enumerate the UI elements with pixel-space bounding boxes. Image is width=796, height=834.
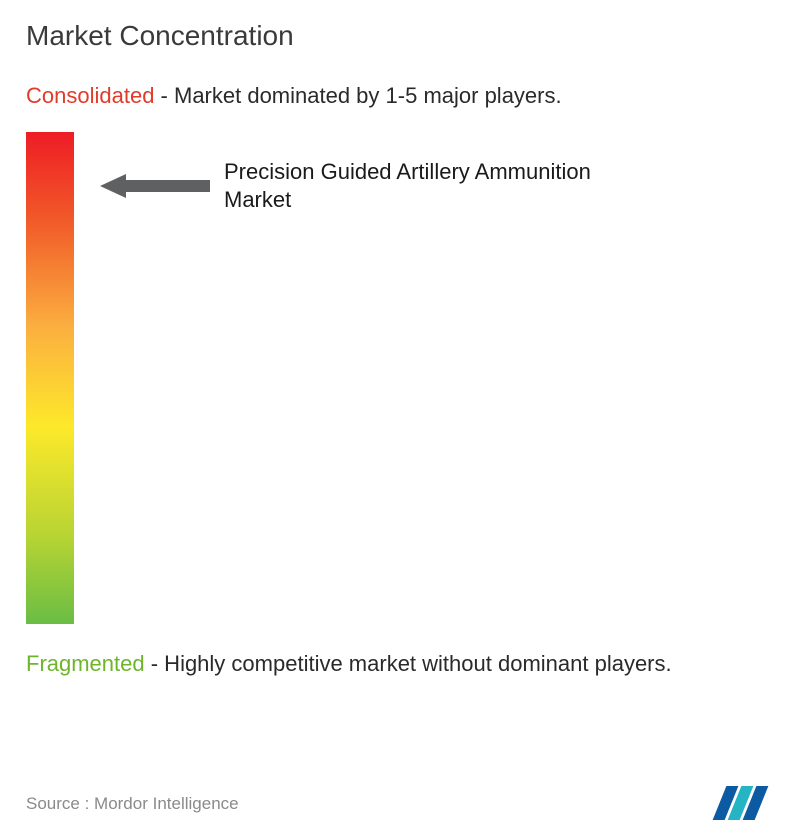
concentration-gradient-bar — [26, 132, 74, 624]
market-name-label: Precision Guided Artillery Ammunition Ma… — [224, 158, 644, 213]
market-pointer: Precision Guided Artillery Ammunition Ma… — [100, 158, 644, 213]
scale-area: Precision Guided Artillery Ammunition Ma… — [26, 132, 796, 624]
arrow-left-icon — [100, 171, 210, 201]
consolidated-description: Consolidated - Market dominated by 1-5 m… — [0, 52, 796, 110]
brand-logo-icon — [710, 782, 772, 820]
consolidated-keyword: Consolidated — [26, 83, 154, 108]
fragmented-keyword: Fragmented — [26, 651, 145, 676]
fragmented-description: Fragmented - Highly competitive market w… — [0, 624, 796, 678]
fragmented-text: - Highly competitive market without domi… — [145, 651, 672, 676]
consolidated-text: - Market dominated by 1-5 major players. — [154, 83, 561, 108]
page-title: Market Concentration — [0, 0, 796, 52]
source-attribution: Source : Mordor Intelligence — [26, 794, 239, 814]
